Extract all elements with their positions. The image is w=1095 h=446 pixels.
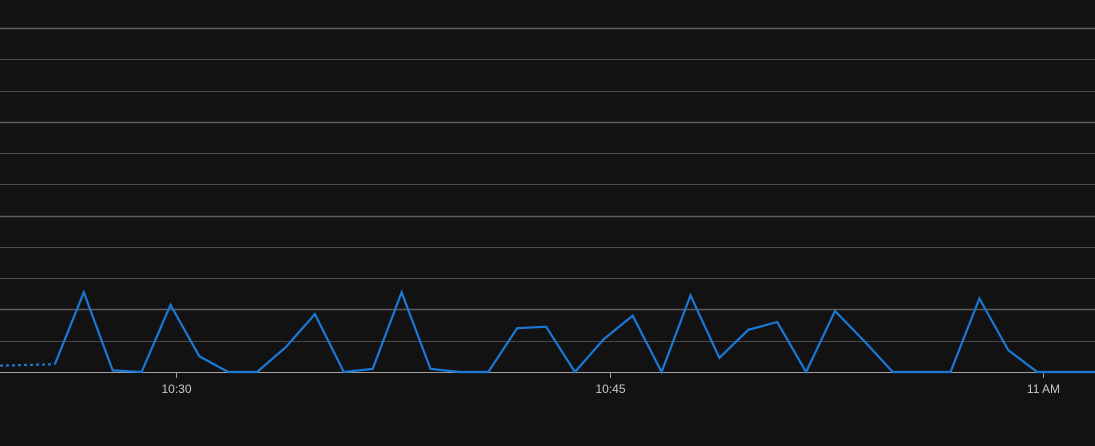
x-tick-label: 10:45 [595,382,625,396]
series-layer [0,289,1095,375]
x-tick-label: 11 AM [1027,382,1060,396]
series-line-dashed [0,363,55,367]
x-tick-label: 10:30 [161,382,191,396]
x-axis: 10:30 10:45 11 AM [0,372,1095,396]
series-line [53,289,1095,375]
gridlines [0,27,1095,342]
